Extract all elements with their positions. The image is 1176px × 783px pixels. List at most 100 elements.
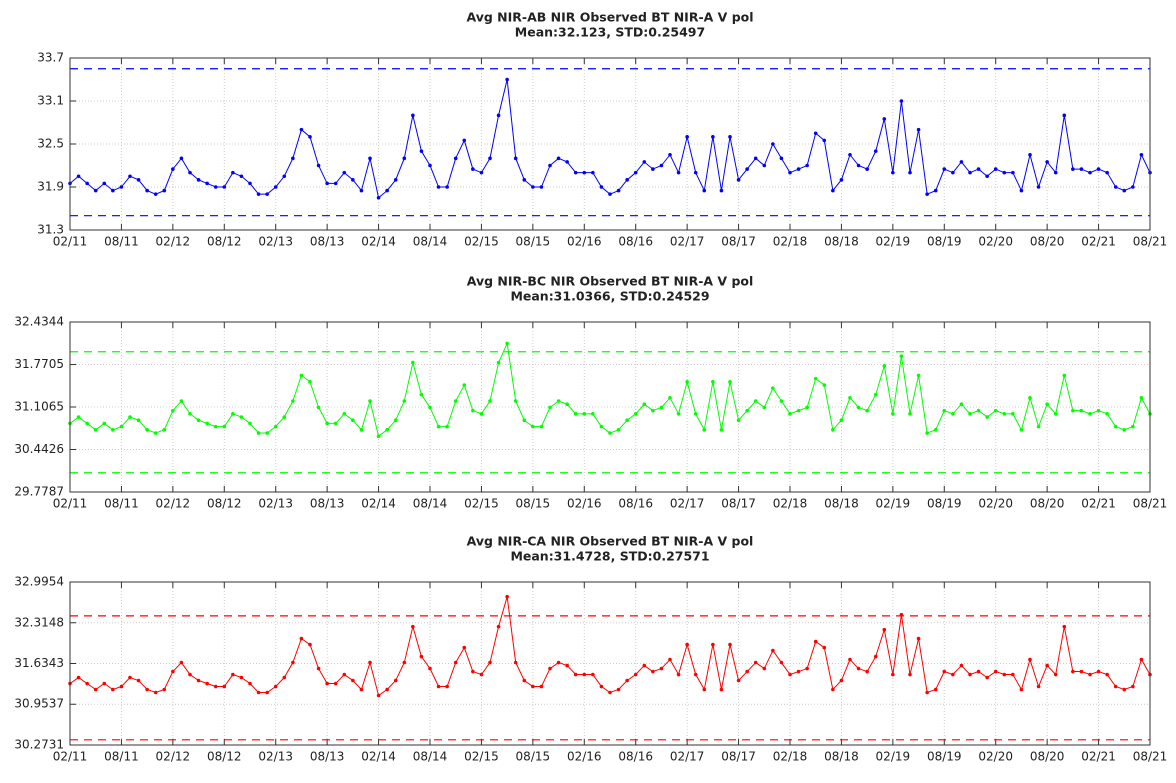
x-tick-label: 02/17 [670,235,705,249]
data-point [573,170,578,175]
data-point [702,687,707,692]
data-point [1071,408,1075,413]
data-point [565,663,569,668]
data-point [333,181,338,186]
data-point [856,163,861,168]
data-point [179,399,184,403]
x-tick-label: 08/16 [618,235,653,249]
data-point [839,178,844,182]
data-point [222,684,227,689]
data-point [471,408,475,413]
data-point [145,428,149,432]
data-point [256,690,261,695]
data-point [291,399,295,403]
data-point [891,170,895,175]
data-point [616,428,621,432]
data-point [76,174,81,179]
x-tick-label: 08/13 [310,497,345,511]
data-point [822,138,827,143]
data-point [719,687,724,692]
data-point [436,185,441,189]
data-point [479,672,484,677]
data-point [951,672,955,677]
data-point [368,156,372,161]
data-point [668,152,672,157]
data-point [1071,167,1075,171]
data-point [102,181,107,186]
y-tick-label: 31.6343 [14,656,64,670]
data-point [282,174,287,179]
data-point [1096,167,1101,171]
data-point [873,654,878,659]
x-tick-label: 02/13 [258,497,293,511]
data-point [1062,624,1067,629]
data-point [162,687,167,692]
data-point [1088,412,1092,416]
data-point [676,412,681,416]
x-tick-label: 02/13 [258,235,293,249]
data-point [265,431,269,435]
data-point [1088,672,1092,677]
data-point [591,170,595,175]
data-point [668,657,672,662]
data-point [248,681,252,686]
data-point [299,636,304,641]
y-tick-label: 31.1065 [14,400,64,414]
data-point [119,185,124,189]
y-tick-label: 30.4426 [14,442,64,456]
data-point [85,681,89,686]
data-point [882,627,887,632]
data-point [951,412,955,416]
x-tick-label: 08/17 [721,750,756,764]
data-point [136,178,141,182]
data-point [153,690,158,695]
data-point [968,412,972,416]
data-point [145,188,149,193]
data-point [985,415,989,419]
data-point [985,174,989,179]
plot-frame [69,321,1151,493]
x-tick-label: 08/16 [618,497,653,511]
x-tick-label: 08/19 [927,497,962,511]
data-point [942,167,947,171]
data-point [411,360,415,365]
data-point [453,156,458,161]
data-point [676,672,681,677]
data-point [539,424,544,429]
data-point [402,660,407,665]
data-point [462,138,467,143]
data-point [642,402,647,407]
data-point [788,672,792,677]
data-point [1105,412,1109,416]
data-point [179,156,184,161]
data-point [702,428,707,432]
data-point [333,421,338,426]
y-tick-label: 31.7705 [14,357,64,371]
data-point [291,156,295,161]
data-point [513,156,518,161]
data-point [659,163,664,168]
data-point [539,185,544,189]
data-point [522,418,527,423]
data-point [162,428,167,432]
data-point [771,648,775,653]
data-point [1036,424,1041,429]
data-point [908,170,912,175]
data-point [171,167,175,171]
x-tick-label: 08/18 [824,497,859,511]
data-point [1019,687,1024,692]
x-tick-label: 08/12 [207,750,242,764]
data-point [831,687,835,692]
data-point [453,660,458,665]
data-point [1079,167,1084,171]
data-point [462,645,467,650]
x-tick-label: 02/20 [978,497,1013,511]
data-point [788,412,792,416]
x-tick-label: 02/17 [670,497,705,511]
data-point [933,687,938,692]
data-point [136,418,141,423]
data-point [428,405,432,410]
data-point [599,424,604,429]
data-point [1139,396,1144,400]
data-point [891,412,895,416]
